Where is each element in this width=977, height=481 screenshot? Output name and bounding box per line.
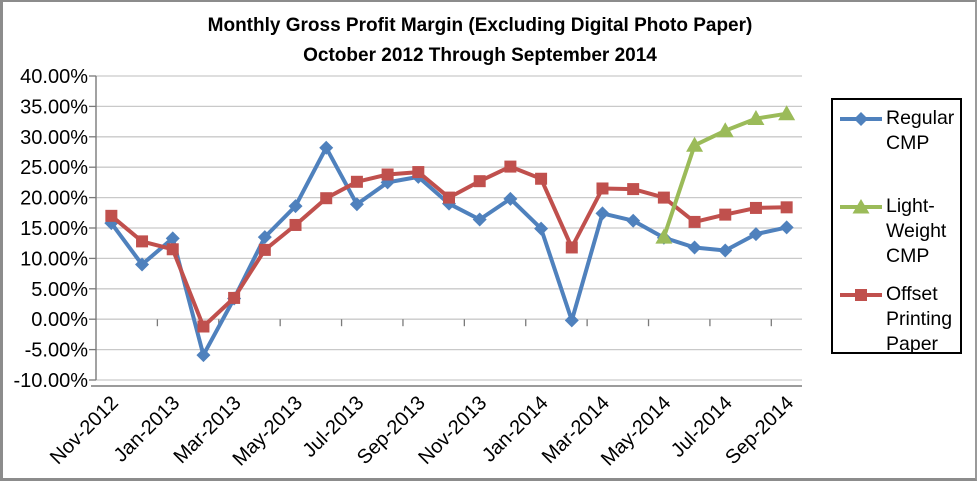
data-point-marker xyxy=(687,240,702,255)
data-point-marker xyxy=(596,182,609,195)
data-point-marker xyxy=(289,218,302,231)
data-point-marker xyxy=(349,197,364,212)
y-axis-label: 10.00% xyxy=(20,248,88,270)
x-axis-label: Nov-2013 xyxy=(414,392,491,469)
chart-title-line-2: October 2012 Through September 2014 xyxy=(303,45,657,66)
light-weight-cmp-line-marker-icon xyxy=(840,199,882,214)
y-axis-label: 40.00% xyxy=(20,66,88,88)
data-point-marker xyxy=(412,166,425,179)
x-axis-labels: Nov-2012Jan-2013Mar-2013May-2013Jul-2013… xyxy=(46,392,798,470)
data-point-marker xyxy=(228,291,241,304)
data-point-marker xyxy=(626,213,641,228)
y-axis-labels: 40.00% 35.00% 30.00% 25.00% 20.00% 15.00% 10.0… xyxy=(14,66,89,392)
data-point-marker xyxy=(716,122,734,138)
legend-item-regular-cmp: Regular CMP xyxy=(839,106,964,156)
chart-title-line-1: Monthly Gross Profit Margin (Excluding D… xyxy=(207,15,753,36)
data-point-marker xyxy=(472,212,487,227)
data-point-marker xyxy=(257,230,272,245)
data-point-marker xyxy=(288,199,303,214)
data-point-marker xyxy=(595,206,610,221)
data-point-marker xyxy=(686,136,704,152)
y-axis-label: 35.00% xyxy=(20,96,88,118)
data-point-marker xyxy=(381,168,394,181)
y-axis-label: 5.00% xyxy=(31,279,88,301)
x-axis-label: Nov-2012 xyxy=(46,392,123,469)
data-point-marker xyxy=(105,209,118,222)
legend-item-light-weight-cmp: Light-Weight CMP xyxy=(839,194,964,269)
data-point-marker xyxy=(473,175,486,188)
data-point-marker xyxy=(196,348,211,363)
data-point-marker xyxy=(534,221,549,236)
legend-label-regular-cmp: Regular CMP xyxy=(886,107,955,154)
data-point-marker xyxy=(136,235,149,248)
data-point-marker xyxy=(135,257,150,272)
data-point-marker xyxy=(197,320,210,333)
y-axis-label: 0.00% xyxy=(31,309,88,331)
data-point-marker xyxy=(443,191,455,204)
data-point-marker xyxy=(627,183,640,196)
legend-label-offset-printing-paper: Offset Printing Paper xyxy=(886,283,953,355)
data-point-marker xyxy=(780,201,793,214)
data-point-marker xyxy=(779,220,794,235)
data-point-marker xyxy=(350,175,363,188)
data-point-marker xyxy=(718,243,733,258)
data-point-marker xyxy=(748,227,763,242)
legend-item-offset-printing-paper: Offset Printing Paper xyxy=(839,282,964,357)
data-point-marker xyxy=(319,140,334,155)
y-axis-label: 30.00% xyxy=(20,127,88,149)
data-point-marker xyxy=(565,241,578,254)
y-axis-label: -10.00% xyxy=(14,370,89,392)
y-axis-label: 15.00% xyxy=(20,218,88,240)
x-axis-ticks xyxy=(156,319,772,327)
series-light-weight-cmp xyxy=(655,105,796,244)
data-point-marker xyxy=(688,215,701,228)
data-point-marker xyxy=(258,243,271,256)
legend: Regular CMP Light-Weight CMP Offset Prin… xyxy=(831,98,964,357)
data-point-marker xyxy=(504,160,517,173)
data-point-marker xyxy=(749,201,762,214)
legend-label-light-weight-cmp: Light-Weight CMP xyxy=(886,195,947,267)
regular-cmp-line-marker-icon xyxy=(840,112,882,126)
series-regular-cmp xyxy=(104,140,794,363)
data-point-marker xyxy=(535,172,548,185)
data-point-marker xyxy=(747,110,765,126)
data-point-marker xyxy=(657,191,670,204)
y-axis-label: 25.00% xyxy=(20,157,88,179)
chart-title: Monthly Gross Profit Margin (Excluding D… xyxy=(0,11,960,71)
offset-printing-paper-line-marker-icon xyxy=(840,289,882,301)
data-point-marker xyxy=(778,105,796,121)
data-point-marker xyxy=(503,191,518,206)
data-point-marker xyxy=(655,228,673,244)
data-point-marker xyxy=(320,192,333,205)
data-point-marker xyxy=(165,231,180,246)
data-point-marker xyxy=(719,208,732,221)
y-axis-label: -5.00% xyxy=(25,340,89,362)
x-axis-label: Sep-2014 xyxy=(721,392,798,469)
data-point-marker xyxy=(166,243,179,256)
data-point-marker xyxy=(564,313,579,328)
y-axis-label: 20.00% xyxy=(20,188,88,210)
